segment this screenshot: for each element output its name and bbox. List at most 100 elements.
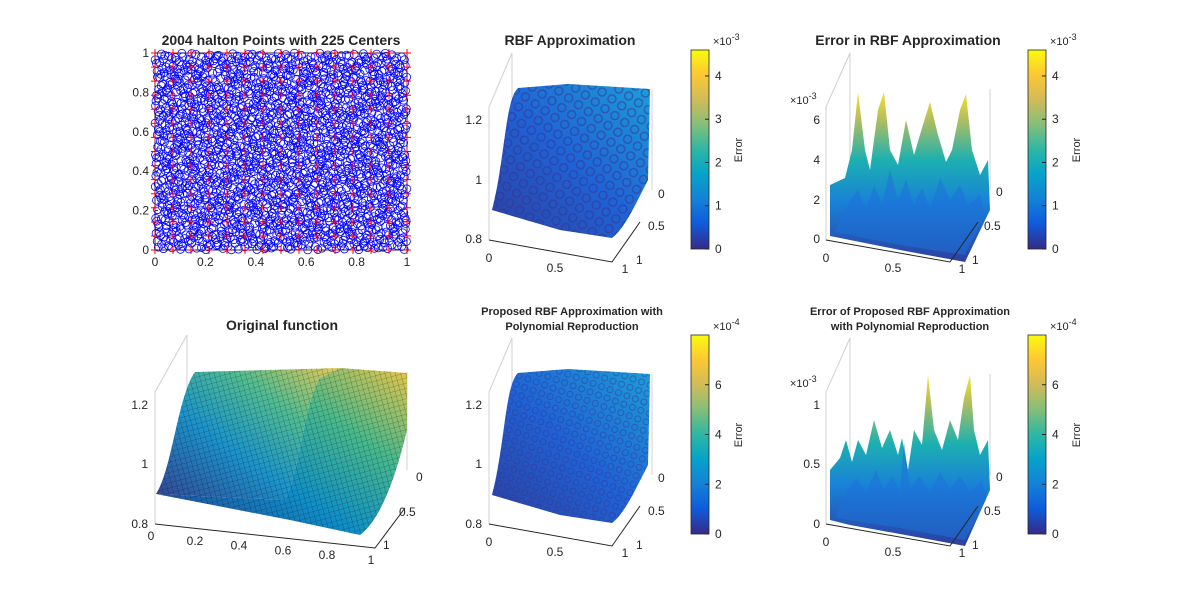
x-tick: 1	[622, 546, 629, 560]
halton-point	[379, 98, 389, 108]
halton-point	[178, 241, 188, 251]
halton-point	[315, 167, 325, 177]
halton-point	[354, 58, 364, 68]
halton-point	[273, 224, 283, 234]
halton-point	[202, 239, 212, 249]
halton-point	[329, 208, 339, 218]
halton-point	[390, 191, 400, 201]
halton-point	[253, 88, 263, 98]
y-tick-label: 1	[142, 46, 149, 60]
halton-point	[302, 96, 312, 106]
halton-point	[158, 162, 167, 172]
halton-point	[365, 134, 375, 144]
halton-point	[263, 134, 273, 143]
center-point	[277, 147, 285, 156]
halton-point	[379, 203, 388, 213]
center-point	[385, 175, 393, 184]
halton-point	[241, 190, 251, 200]
halton-point	[372, 102, 382, 112]
halton-point	[249, 141, 259, 151]
proposed-approx-surface-ripples	[492, 369, 650, 523]
proposed-error-base-axes	[825, 505, 979, 547]
center-point	[223, 189, 231, 198]
halton-point	[175, 132, 184, 142]
proposed-error-z-exponent: ×10-3	[790, 374, 817, 390]
halton-point	[208, 68, 217, 78]
halton-point	[159, 244, 168, 254]
halton-point	[281, 125, 291, 135]
halton-point	[235, 230, 244, 240]
halton-point	[397, 52, 407, 62]
halton-point	[171, 226, 181, 236]
halton-point	[399, 208, 409, 218]
halton-point	[214, 145, 224, 155]
halton-point	[245, 222, 255, 232]
halton-point	[167, 117, 177, 127]
halton-point	[337, 80, 347, 90]
halton-point	[298, 68, 308, 77]
colorbar-exponent: ×10-3	[1050, 32, 1077, 48]
halton-point	[216, 73, 226, 83]
halton-point	[296, 103, 306, 113]
halton-point	[243, 214, 253, 224]
halton-point	[158, 149, 168, 159]
halton-point	[375, 234, 385, 244]
halton-point	[190, 225, 199, 235]
y-tick: 0	[996, 185, 1003, 199]
halton-point	[394, 131, 404, 140]
halton-point	[277, 226, 287, 236]
halton-point	[342, 157, 352, 167]
center-point	[295, 63, 303, 72]
halton-point	[386, 145, 396, 155]
halton-point	[196, 52, 206, 62]
halton-point	[162, 108, 172, 118]
original-function-panel: Original function 1.2 1 0.8 0 0.2 0.4 0.6 0.…	[131, 317, 423, 567]
halton-point	[325, 121, 335, 131]
center-point	[169, 175, 177, 184]
halton-point	[262, 56, 272, 66]
halton-point	[377, 199, 387, 209]
halton-point	[211, 235, 221, 245]
halton-point	[248, 135, 258, 145]
colorbar-label: Error	[733, 422, 745, 447]
halton-point	[152, 216, 162, 226]
halton-point	[274, 126, 284, 136]
halton-point	[377, 187, 387, 197]
halton-point	[199, 107, 209, 117]
halton-point	[304, 144, 314, 154]
proposed-approx-colorbar: ×10-4 0 2 4 6 Error	[690, 317, 745, 541]
halton-point	[172, 128, 181, 137]
halton-point	[251, 229, 261, 239]
halton-point	[393, 82, 403, 92]
center-point	[295, 189, 303, 198]
halton-point	[309, 63, 319, 73]
halton-point	[183, 65, 193, 75]
center-point	[385, 133, 393, 142]
halton-point	[268, 178, 278, 188]
halton-point	[156, 69, 166, 79]
halton-point	[365, 222, 374, 232]
rbf-error-panel: Error in RBF Approximation ×10-3 0 2 4 6…	[790, 32, 1083, 276]
colorbar-tick-label: 4	[1052, 69, 1059, 83]
halton-point	[247, 49, 257, 59]
halton-point	[195, 114, 205, 123]
halton-point	[390, 174, 400, 184]
halton-point	[239, 205, 249, 215]
halton-point	[371, 225, 381, 235]
halton-point	[153, 107, 163, 116]
halton-point	[231, 143, 241, 153]
halton-point	[284, 97, 293, 106]
halton-point	[176, 224, 186, 234]
halton-point	[160, 95, 169, 104]
halton-point	[372, 119, 382, 129]
halton-point	[268, 159, 277, 169]
halton-point	[155, 136, 165, 146]
halton-point	[203, 135, 212, 145]
center-point	[331, 147, 339, 156]
halton-point	[202, 81, 212, 91]
halton-point	[246, 167, 256, 177]
halton-point	[350, 81, 360, 91]
center-point	[277, 217, 285, 226]
center-point	[313, 133, 321, 142]
